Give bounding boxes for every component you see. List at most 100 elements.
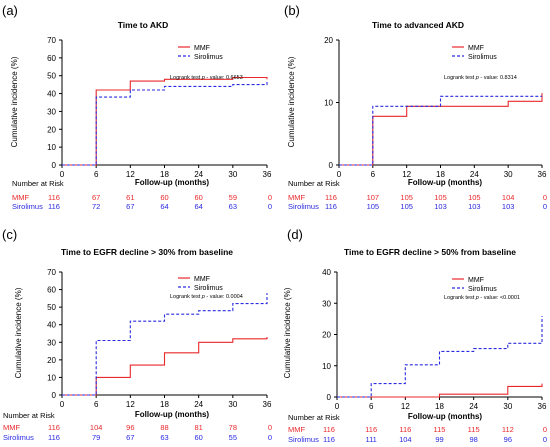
risk-count: 60 [160, 193, 168, 202]
x-tick-label: 36 [538, 402, 547, 411]
y-axis-label: Cumulative incidence (%) [10, 56, 19, 147]
x-tick-label: 30 [228, 170, 237, 179]
risk-count: 59 [229, 193, 237, 202]
risk-count: 79 [92, 433, 100, 442]
y-tick-label: 50 [47, 303, 56, 312]
risk-count: 105 [434, 193, 447, 202]
x-tick-label: 6 [371, 170, 376, 179]
y-tick-label: 40 [47, 321, 56, 330]
risk-count: 104 [90, 423, 103, 432]
risk-count: 116 [48, 202, 60, 211]
y-tick-label: 20 [47, 356, 56, 365]
y-tick-label: 30 [47, 338, 56, 347]
y-tick-label: 30 [322, 299, 331, 308]
risk-count: 103 [434, 202, 447, 211]
risk-count: 116 [399, 425, 411, 434]
chart-title: Time to AKD [118, 20, 169, 30]
x-tick-label: 36 [263, 400, 272, 409]
legend: MMF Sirolimus [178, 45, 223, 61]
x-axis-label: Follow-up (months) [135, 410, 210, 419]
x-tick-label: 30 [503, 402, 512, 411]
x-tick-label: 6 [94, 170, 99, 179]
risk-count: 116 [48, 423, 60, 432]
y-tick-label: 40 [322, 268, 331, 277]
series-line-sirolimus [62, 293, 268, 396]
risk-count: 116 [48, 433, 60, 442]
logrank-annotation: Logrank test p - value: 0.8314 [444, 75, 517, 81]
x-tick-label: 12 [126, 170, 135, 179]
x-tick-label: 0 [60, 400, 65, 409]
risk-count: 105 [468, 193, 481, 202]
risk-count: 67 [92, 193, 100, 202]
chart-panel-3: (c) Time to EGFR decline > 30% from basel… [2, 227, 272, 442]
risk-count: 116 [365, 425, 377, 434]
chart-panel-4: (d) Time to EGFR decline > 50% from basel… [283, 227, 547, 444]
chart-panel-1: (a) Time to AKD 0 10 20 30 40 50 60 70 0 6 12 18 24 30 3… [2, 3, 272, 211]
x-tick-label: 24 [470, 170, 479, 179]
risk-row-label: Sirolimus [3, 433, 34, 442]
series-line-sirolimus [337, 316, 543, 398]
risk-count: 78 [229, 423, 237, 432]
y-axis-label: Cumulative incidence (%) [14, 287, 23, 378]
y-axis-label: Cumulative incidence (%) [283, 287, 292, 378]
y-tick-label: 30 [47, 107, 56, 116]
risk-count: 63 [160, 433, 168, 442]
y-tick-label: 40 [47, 90, 56, 99]
legend: MMF Sirolimus [452, 277, 497, 293]
risk-row-label: MMF [12, 193, 29, 202]
panel-tag: (b) [284, 3, 300, 18]
risk-count: 0 [268, 423, 272, 432]
y-tick-label: 60 [47, 286, 56, 295]
risk-count: 81 [194, 423, 202, 432]
risk-row-label: Sirolimus [12, 202, 43, 211]
legend-label: MMF [468, 277, 484, 284]
risk-table-header: Number at Risk [3, 411, 55, 420]
y-axis-label: Cumulative incidence (%) [287, 56, 296, 147]
risk-count: 0 [268, 193, 272, 202]
legend-label: Sirolimus [194, 54, 223, 61]
risk-count: 88 [160, 423, 168, 432]
x-tick-label: 18 [160, 170, 169, 179]
legend-label: MMF [194, 45, 210, 52]
risk-count: 0 [543, 425, 547, 434]
risk-count: 63 [229, 202, 237, 211]
x-tick-label: 6 [369, 402, 374, 411]
risk-count: 96 [126, 423, 134, 432]
x-axis-label: Follow-up (months) [408, 178, 483, 187]
x-tick-label: 12 [126, 400, 135, 409]
x-tick-label: 24 [469, 402, 478, 411]
y-tick-label: 10 [322, 362, 331, 371]
x-tick-label: 0 [335, 402, 340, 411]
risk-count: 96 [504, 435, 512, 444]
risk-count: 115 [468, 425, 480, 434]
logrank-annotation: Logrank test p - value: 0.0004 [170, 294, 243, 300]
x-tick-label: 18 [160, 400, 169, 409]
risk-count: 60 [194, 433, 202, 442]
risk-count: 64 [160, 202, 168, 211]
y-tick-label: 60 [47, 54, 56, 63]
x-tick-label: 18 [435, 402, 444, 411]
x-tick-label: 6 [94, 400, 99, 409]
chart-title: Time to EGFR decline > 50% from baseline [344, 247, 516, 257]
y-tick-label: 70 [47, 268, 56, 277]
x-tick-label: 24 [194, 400, 203, 409]
risk-count: 105 [400, 193, 413, 202]
risk-count: 99 [435, 435, 443, 444]
x-tick-label: 0 [60, 170, 65, 179]
y-tick-label: 10 [47, 373, 56, 382]
risk-count: 116 [323, 425, 335, 434]
y-tick-label: 0 [52, 161, 57, 170]
risk-count: 104 [502, 193, 515, 202]
risk-row-label: MMF [288, 193, 305, 202]
panel-tag: (d) [287, 227, 303, 242]
x-tick-label: 12 [401, 402, 410, 411]
risk-count: 116 [325, 193, 337, 202]
y-tick-label: 20 [322, 331, 331, 340]
y-tick-label: 0 [329, 161, 334, 170]
chart-panel-2: (b) Time to advanced AKD 0 10 20 0 6 12 18 24 30 36… [284, 3, 547, 211]
legend-label: MMF [468, 45, 484, 52]
x-axis-label: Follow-up (months) [408, 412, 483, 421]
legend-label: Sirolimus [468, 286, 497, 293]
x-tick-label: 36 [263, 170, 272, 179]
y-tick-label: 10 [47, 143, 56, 152]
